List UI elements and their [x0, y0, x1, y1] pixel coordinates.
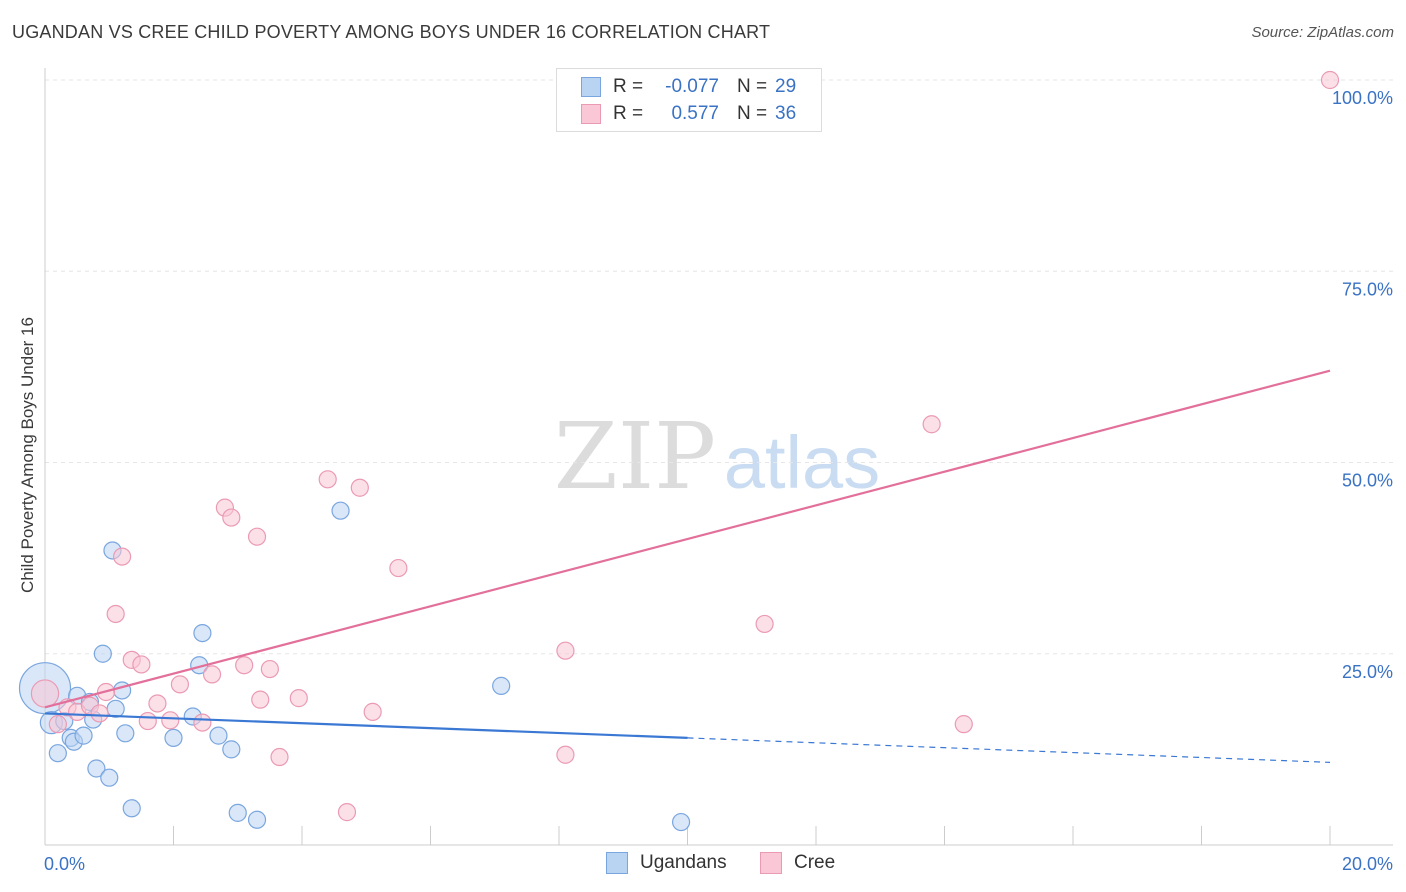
legend-item-cree[interactable]: Cree: [760, 852, 835, 874]
legend-row-ugandans: R = -0.077 N = 29: [581, 75, 796, 99]
cree-point: [222, 508, 241, 527]
cree-point: [30, 679, 60, 708]
ugandans-point: [122, 799, 141, 818]
cree-point: [260, 659, 279, 679]
cree-point: [48, 715, 67, 734]
y-tick-label: 50.0%: [1342, 471, 1393, 491]
ugandans-trend-line: [44, 712, 688, 739]
cree-point: [161, 711, 180, 730]
cree-legend-label: Cree: [794, 852, 836, 873]
ugandans-point: [209, 726, 228, 745]
cree-n-value: 36: [775, 103, 797, 124]
cree-point: [106, 604, 125, 624]
ugandans-point: [671, 812, 691, 832]
cree-point: [235, 656, 254, 675]
cree-r-value: 0.577: [671, 103, 719, 124]
cree-point: [193, 713, 212, 732]
cree-point: [922, 415, 941, 434]
cree-point: [112, 547, 132, 566]
y-tick-label: 100.0%: [1332, 88, 1393, 108]
ugandans-point: [93, 644, 112, 663]
ugandans-point: [106, 699, 125, 718]
cree-point: [251, 690, 270, 709]
cree-trend-line: [44, 369, 1331, 709]
ugandans-point: [331, 501, 350, 520]
cree-point: [90, 704, 109, 723]
cree-point: [270, 747, 289, 767]
ugandans-trend-extension: [687, 737, 1331, 763]
cree-point: [556, 745, 575, 764]
cree-point: [132, 655, 151, 674]
watermark-zip: ZIP: [554, 403, 716, 510]
cree-swatch: [581, 104, 601, 124]
cree-point: [202, 665, 222, 684]
cree-point: [138, 711, 157, 731]
cree-point: [556, 641, 575, 660]
series-cree-points: [30, 70, 1340, 822]
ugandans-point: [48, 744, 67, 763]
cree-point: [1320, 70, 1340, 90]
legend-row-cree: R = 0.577 N = 36: [581, 102, 796, 126]
ugandans-point: [228, 803, 247, 822]
ugandans-point: [87, 759, 106, 778]
cree-point: [350, 478, 369, 497]
ugandans-legend-swatch: [606, 852, 628, 874]
cree-point: [954, 715, 973, 734]
ugandans-point: [247, 810, 267, 829]
ugandans-legend-label: Ugandans: [640, 852, 727, 873]
ugandans-point: [193, 623, 212, 643]
ugandans-swatch: [581, 77, 601, 97]
ugandans-n-value: 29: [775, 76, 797, 97]
ugandans-point: [116, 724, 135, 743]
series-legend: Ugandans Cree: [0, 852, 1406, 876]
cree-point: [389, 558, 408, 578]
chart-title: UGANDAN VS CREE CHILD POVERTY AMONG BOYS…: [12, 22, 771, 42]
cree-point: [337, 803, 357, 822]
cree-point: [148, 694, 167, 713]
cree-point: [755, 614, 774, 634]
n-label: N =: [737, 103, 768, 124]
cree-point: [170, 675, 190, 694]
cree-point: [289, 689, 308, 708]
ugandans-point: [164, 728, 183, 748]
r-label: R =: [613, 103, 644, 124]
cree-point: [363, 702, 382, 721]
y-tick-label: 25.0%: [1342, 662, 1393, 682]
x-tick-label-max: 20.0%: [1342, 854, 1393, 874]
source-credit: Source: ZipAtlas.com: [1251, 24, 1394, 41]
ugandans-point: [222, 740, 241, 759]
ugandans-point: [100, 768, 119, 787]
ugandans-r-value: -0.077: [665, 76, 719, 97]
series-ugandans-points: [18, 501, 691, 832]
cree-point: [318, 470, 337, 489]
x-tick-label-min: 0.0%: [44, 854, 85, 874]
ugandans-point: [492, 676, 511, 695]
cree-legend-swatch: [760, 852, 782, 874]
legend-item-ugandans[interactable]: Ugandans: [606, 852, 727, 874]
ugandans-point: [74, 726, 93, 745]
n-label: N =: [737, 76, 768, 97]
y-tick-label: 75.0%: [1342, 279, 1393, 299]
r-label: R =: [613, 76, 644, 97]
cree-point: [247, 527, 267, 546]
correlation-legend: R = -0.077 N = 29 R = 0.577 N = 36: [556, 68, 822, 132]
